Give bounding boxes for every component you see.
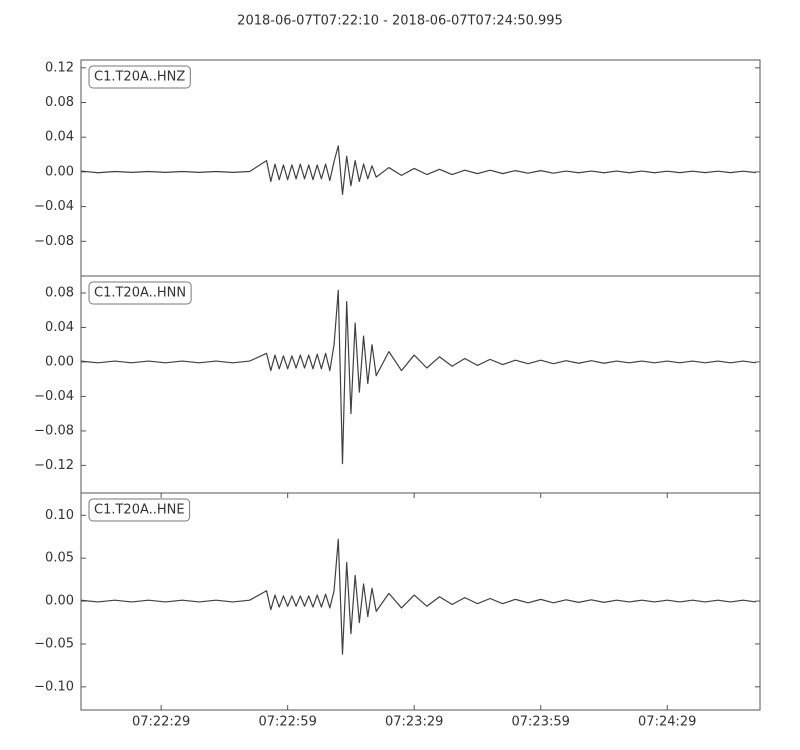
x-tick-label: 07:24:29: [638, 715, 696, 730]
y-tick-label: 0.10: [45, 508, 74, 523]
y-tick-label: 0.12: [45, 60, 74, 75]
x-tick-label: 07:23:29: [385, 715, 443, 730]
y-tick-label: −0.10: [34, 679, 74, 694]
x-tick-label: 07:22:29: [132, 715, 190, 730]
plot-frame: [80, 59, 761, 277]
y-tick-label: −0.04: [34, 199, 74, 214]
y-tick-label: 0.00: [45, 594, 74, 609]
trace-label: C1.T20A..HNN: [94, 286, 186, 301]
trace-label-box: [88, 281, 192, 305]
y-tick-label: 0.00: [45, 164, 74, 179]
y-tick-label: −0.05: [34, 636, 74, 651]
y-tick-label: 0.08: [45, 95, 74, 110]
x-tick-label: 07:22:59: [258, 715, 316, 730]
y-tick-label: 0.04: [45, 130, 74, 145]
x-tick-label: 07:23:59: [512, 715, 570, 730]
y-tick-label: 0.04: [45, 320, 74, 335]
trace-label: C1.T20A..HNZ: [94, 70, 185, 85]
waveform: [81, 145, 756, 196]
y-tick-label: −0.12: [34, 458, 74, 473]
figure-title: 2018-06-07T07:22:10 - 2018-06-07T07:24:5…: [237, 14, 563, 29]
trace-label: C1.T20A..HNE: [94, 503, 185, 518]
plot-frame: [80, 275, 761, 494]
waveform: [81, 289, 756, 465]
y-tick-label: −0.04: [34, 389, 74, 404]
y-tick-label: −0.08: [34, 423, 74, 438]
waveform: [81, 538, 756, 655]
y-tick-label: 0.05: [45, 551, 74, 566]
y-tick-label: 0.08: [45, 285, 74, 300]
plot-frame: [80, 492, 761, 711]
trace-label-box: [88, 498, 191, 522]
trace-label-box: [88, 65, 191, 89]
y-tick-label: −0.08: [34, 234, 74, 249]
y-tick-label: 0.00: [45, 354, 74, 369]
